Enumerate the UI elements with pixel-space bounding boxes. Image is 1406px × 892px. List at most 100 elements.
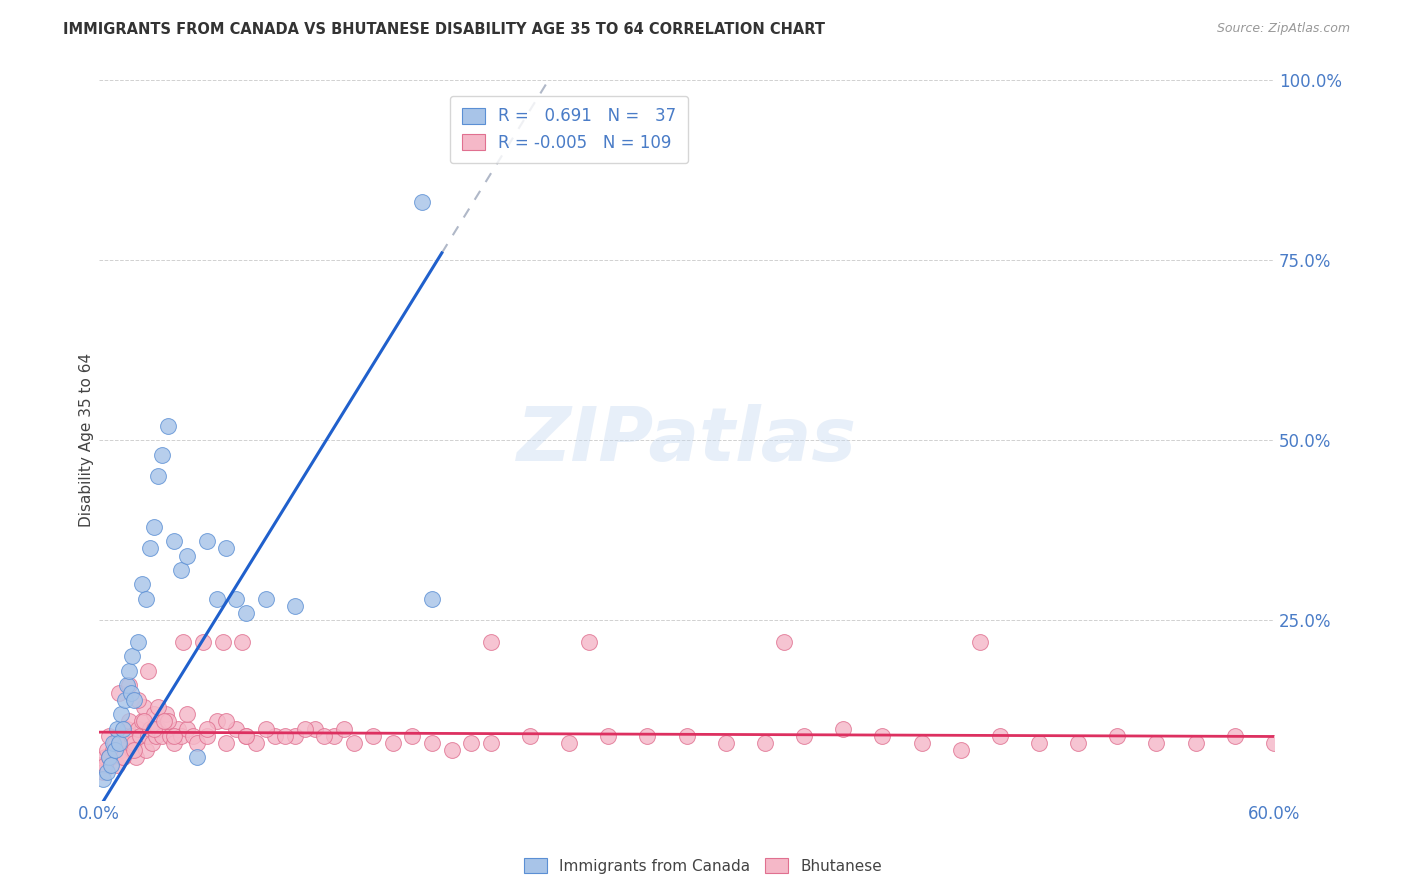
Point bbox=[1067, 736, 1090, 750]
Point bbox=[111, 722, 134, 736]
Point bbox=[117, 714, 139, 729]
Point bbox=[110, 743, 132, 757]
Point bbox=[131, 714, 153, 729]
Point bbox=[136, 729, 159, 743]
Point bbox=[114, 692, 136, 706]
Point bbox=[124, 743, 146, 757]
Point bbox=[146, 722, 169, 736]
Point bbox=[141, 736, 163, 750]
Point bbox=[145, 729, 167, 743]
Point bbox=[111, 750, 134, 764]
Point bbox=[558, 736, 581, 750]
Point bbox=[636, 729, 658, 743]
Point bbox=[793, 729, 815, 743]
Point bbox=[127, 722, 149, 736]
Point bbox=[146, 700, 169, 714]
Point bbox=[101, 743, 124, 757]
Point bbox=[100, 757, 122, 772]
Point bbox=[215, 736, 238, 750]
Point bbox=[91, 764, 114, 779]
Point bbox=[115, 722, 138, 736]
Point bbox=[159, 729, 181, 743]
Point bbox=[104, 743, 127, 757]
Point bbox=[832, 722, 855, 736]
Point bbox=[195, 722, 218, 736]
Point bbox=[127, 635, 149, 649]
Point bbox=[401, 729, 423, 743]
Point bbox=[150, 729, 173, 743]
Legend: Immigrants from Canada, Bhutanese: Immigrants from Canada, Bhutanese bbox=[517, 852, 889, 880]
Point bbox=[124, 692, 146, 706]
Point bbox=[91, 772, 114, 786]
Point bbox=[114, 736, 136, 750]
Point bbox=[333, 722, 356, 736]
Point bbox=[949, 743, 972, 757]
Point bbox=[1223, 729, 1246, 743]
Point bbox=[117, 664, 139, 678]
Point bbox=[150, 448, 173, 462]
Point bbox=[205, 714, 228, 729]
Point bbox=[162, 736, 184, 750]
Point bbox=[754, 736, 776, 750]
Point bbox=[195, 729, 218, 743]
Point bbox=[115, 678, 138, 692]
Point bbox=[104, 736, 127, 750]
Point bbox=[101, 736, 124, 750]
Point bbox=[381, 736, 404, 750]
Point bbox=[1028, 736, 1050, 750]
Point bbox=[120, 685, 142, 699]
Point bbox=[100, 750, 122, 764]
Point bbox=[162, 534, 184, 549]
Point bbox=[121, 743, 143, 757]
Point bbox=[136, 664, 159, 678]
Point bbox=[131, 577, 153, 591]
Point bbox=[225, 722, 247, 736]
Point bbox=[153, 714, 176, 729]
Point bbox=[98, 729, 121, 743]
Point bbox=[155, 707, 177, 722]
Point bbox=[94, 757, 117, 772]
Point bbox=[98, 750, 121, 764]
Point bbox=[598, 729, 620, 743]
Point bbox=[714, 736, 737, 750]
Point bbox=[578, 635, 600, 649]
Point bbox=[98, 750, 121, 764]
Point bbox=[186, 750, 208, 764]
Point bbox=[215, 714, 238, 729]
Point bbox=[96, 743, 118, 757]
Point bbox=[125, 750, 148, 764]
Point bbox=[176, 707, 198, 722]
Point bbox=[143, 722, 166, 736]
Point bbox=[284, 729, 307, 743]
Point bbox=[117, 678, 139, 692]
Text: IMMIGRANTS FROM CANADA VS BHUTANESE DISABILITY AGE 35 TO 64 CORRELATION CHART: IMMIGRANTS FROM CANADA VS BHUTANESE DISA… bbox=[63, 22, 825, 37]
Point bbox=[172, 635, 194, 649]
Point bbox=[94, 750, 117, 764]
Point bbox=[110, 707, 132, 722]
Point bbox=[479, 635, 502, 649]
Point bbox=[146, 469, 169, 483]
Point bbox=[139, 541, 162, 556]
Point bbox=[105, 757, 128, 772]
Point bbox=[235, 729, 257, 743]
Point bbox=[773, 635, 796, 649]
Point bbox=[156, 418, 179, 433]
Point bbox=[176, 549, 198, 563]
Point bbox=[969, 635, 991, 649]
Point bbox=[225, 591, 247, 606]
Point bbox=[304, 722, 326, 736]
Point bbox=[211, 635, 233, 649]
Point bbox=[675, 729, 697, 743]
Point bbox=[134, 714, 156, 729]
Point bbox=[176, 722, 198, 736]
Point bbox=[107, 736, 129, 750]
Text: ZIPatlas: ZIPatlas bbox=[516, 404, 856, 477]
Point bbox=[519, 729, 541, 743]
Point bbox=[129, 729, 152, 743]
Point bbox=[274, 729, 297, 743]
Point bbox=[139, 722, 162, 736]
Point bbox=[479, 736, 502, 750]
Point bbox=[111, 750, 134, 764]
Point bbox=[294, 722, 316, 736]
Point bbox=[235, 607, 257, 621]
